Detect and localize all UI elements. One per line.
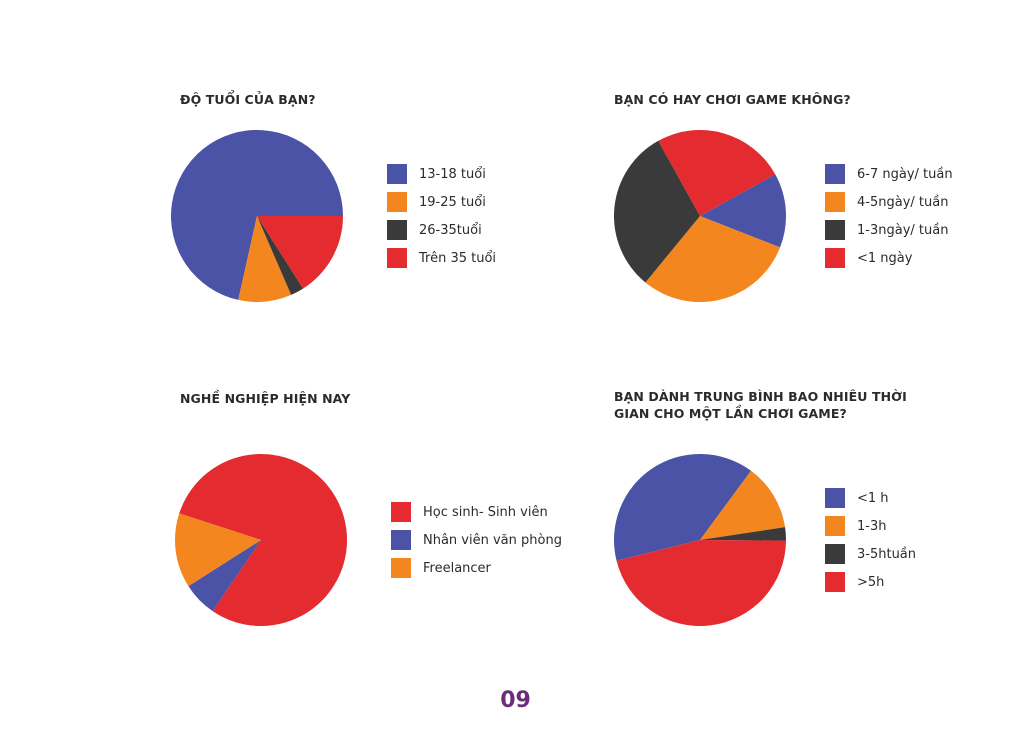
legend-label: 4-5ngày/ tuần <box>857 194 949 210</box>
legend-label: 1-3h <box>857 518 887 534</box>
pie-chart <box>171 130 343 303</box>
pie-slice <box>257 216 343 289</box>
legend-label: Freelancer <box>423 560 491 576</box>
legend: 13-18 tuổi 19-25 tuổi 26-35tuổi Trên 35 … <box>387 160 496 272</box>
pie-slice <box>179 454 347 627</box>
pie-chart <box>175 454 347 627</box>
legend-swatch <box>387 164 407 184</box>
legend-item: Nhân viên văn phòng <box>391 526 562 554</box>
pie-slice <box>613 453 752 561</box>
legend-swatch <box>825 164 845 184</box>
legend-item: 19-25 tuổi <box>387 188 496 216</box>
legend-swatch <box>825 220 845 240</box>
legend-item: 3-5htuần <box>825 540 916 568</box>
legend-label: 1-3ngày/ tuần <box>857 222 949 238</box>
pie-slice <box>175 513 261 587</box>
pie-slice <box>616 540 786 627</box>
pie-slice <box>658 129 776 216</box>
legend-label: 13-18 tuổi <box>419 166 486 182</box>
legend-item: 1-3ngày/ tuần <box>825 216 953 244</box>
legend-label: <1 h <box>857 490 889 506</box>
legend-label: 3-5htuần <box>857 546 917 562</box>
pie-chart <box>613 453 787 627</box>
legend-swatch <box>387 220 407 240</box>
legend-item: Trên 35 tuổi <box>387 244 496 272</box>
legend-item: 1-3h <box>825 512 916 540</box>
legend-item: >5h <box>825 568 916 596</box>
legend-swatch <box>825 544 845 564</box>
chart-title: BẠN CÓ HAY CHƠI GAME KHÔNG? <box>614 92 851 107</box>
legend-label: Trên 35 tuổi <box>419 250 497 266</box>
legend-label: 19-25 tuổi <box>419 194 486 210</box>
pie-slice <box>700 174 786 248</box>
legend-item: 4-5ngày/ tuần <box>825 188 953 216</box>
legend: Học sinh- Sinh viên Nhân viên văn phòng … <box>391 498 562 582</box>
chart-title: BẠN DÀNH TRUNG BÌNH BAO NHIÊU THỜI GIAN … <box>614 389 907 421</box>
legend-swatch <box>391 558 411 578</box>
legend-swatch <box>825 192 845 212</box>
legend-swatch <box>825 516 845 536</box>
legend-item: 13-18 tuổi <box>387 160 496 188</box>
pie-slice <box>613 140 700 283</box>
legend-swatch <box>825 572 845 592</box>
legend-swatch <box>387 248 407 268</box>
legend-swatch <box>825 488 845 508</box>
legend-swatch <box>825 248 845 268</box>
legend-item: Học sinh- Sinh viên <box>391 498 562 526</box>
legend-item: 26-35tuổi <box>387 216 496 244</box>
legend-item: Freelancer <box>391 554 562 582</box>
legend-label: >5h <box>857 574 885 590</box>
legend-label: Nhân viên văn phòng <box>423 532 562 548</box>
pie-slice <box>188 540 261 612</box>
pie-slice <box>700 470 786 540</box>
legend-label: 6-7 ngày/ tuần <box>857 166 953 182</box>
legend-item: <1 ngày <box>825 244 953 272</box>
pie-slice <box>645 216 781 303</box>
pie-slice <box>257 216 304 295</box>
pie-slice <box>700 527 787 541</box>
legend-item: <1 h <box>825 484 916 512</box>
legend-swatch <box>391 530 411 550</box>
legend-label: 26-35tuổi <box>419 222 482 238</box>
legend: 6-7 ngày/ tuần 4-5ngày/ tuần 1-3ngày/ tu… <box>825 160 953 272</box>
legend: <1 h 1-3h 3-5htuần >5h <box>825 484 916 596</box>
page-number: 09 <box>500 688 531 713</box>
chart-title: NGHỀ NGHIỆP HIỆN NAY <box>180 391 351 406</box>
legend-item: 6-7 ngày/ tuần <box>825 160 953 188</box>
pie-chart <box>613 129 786 303</box>
pie-slice <box>238 216 292 303</box>
legend-label: Học sinh- Sinh viên <box>423 504 548 520</box>
chart-title: ĐỘ TUỔI CỦA BẠN? <box>180 92 316 107</box>
legend-swatch <box>387 192 407 212</box>
legend-label: <1 ngày <box>857 250 913 266</box>
legend-swatch <box>391 502 411 522</box>
pie-slice <box>171 130 343 300</box>
